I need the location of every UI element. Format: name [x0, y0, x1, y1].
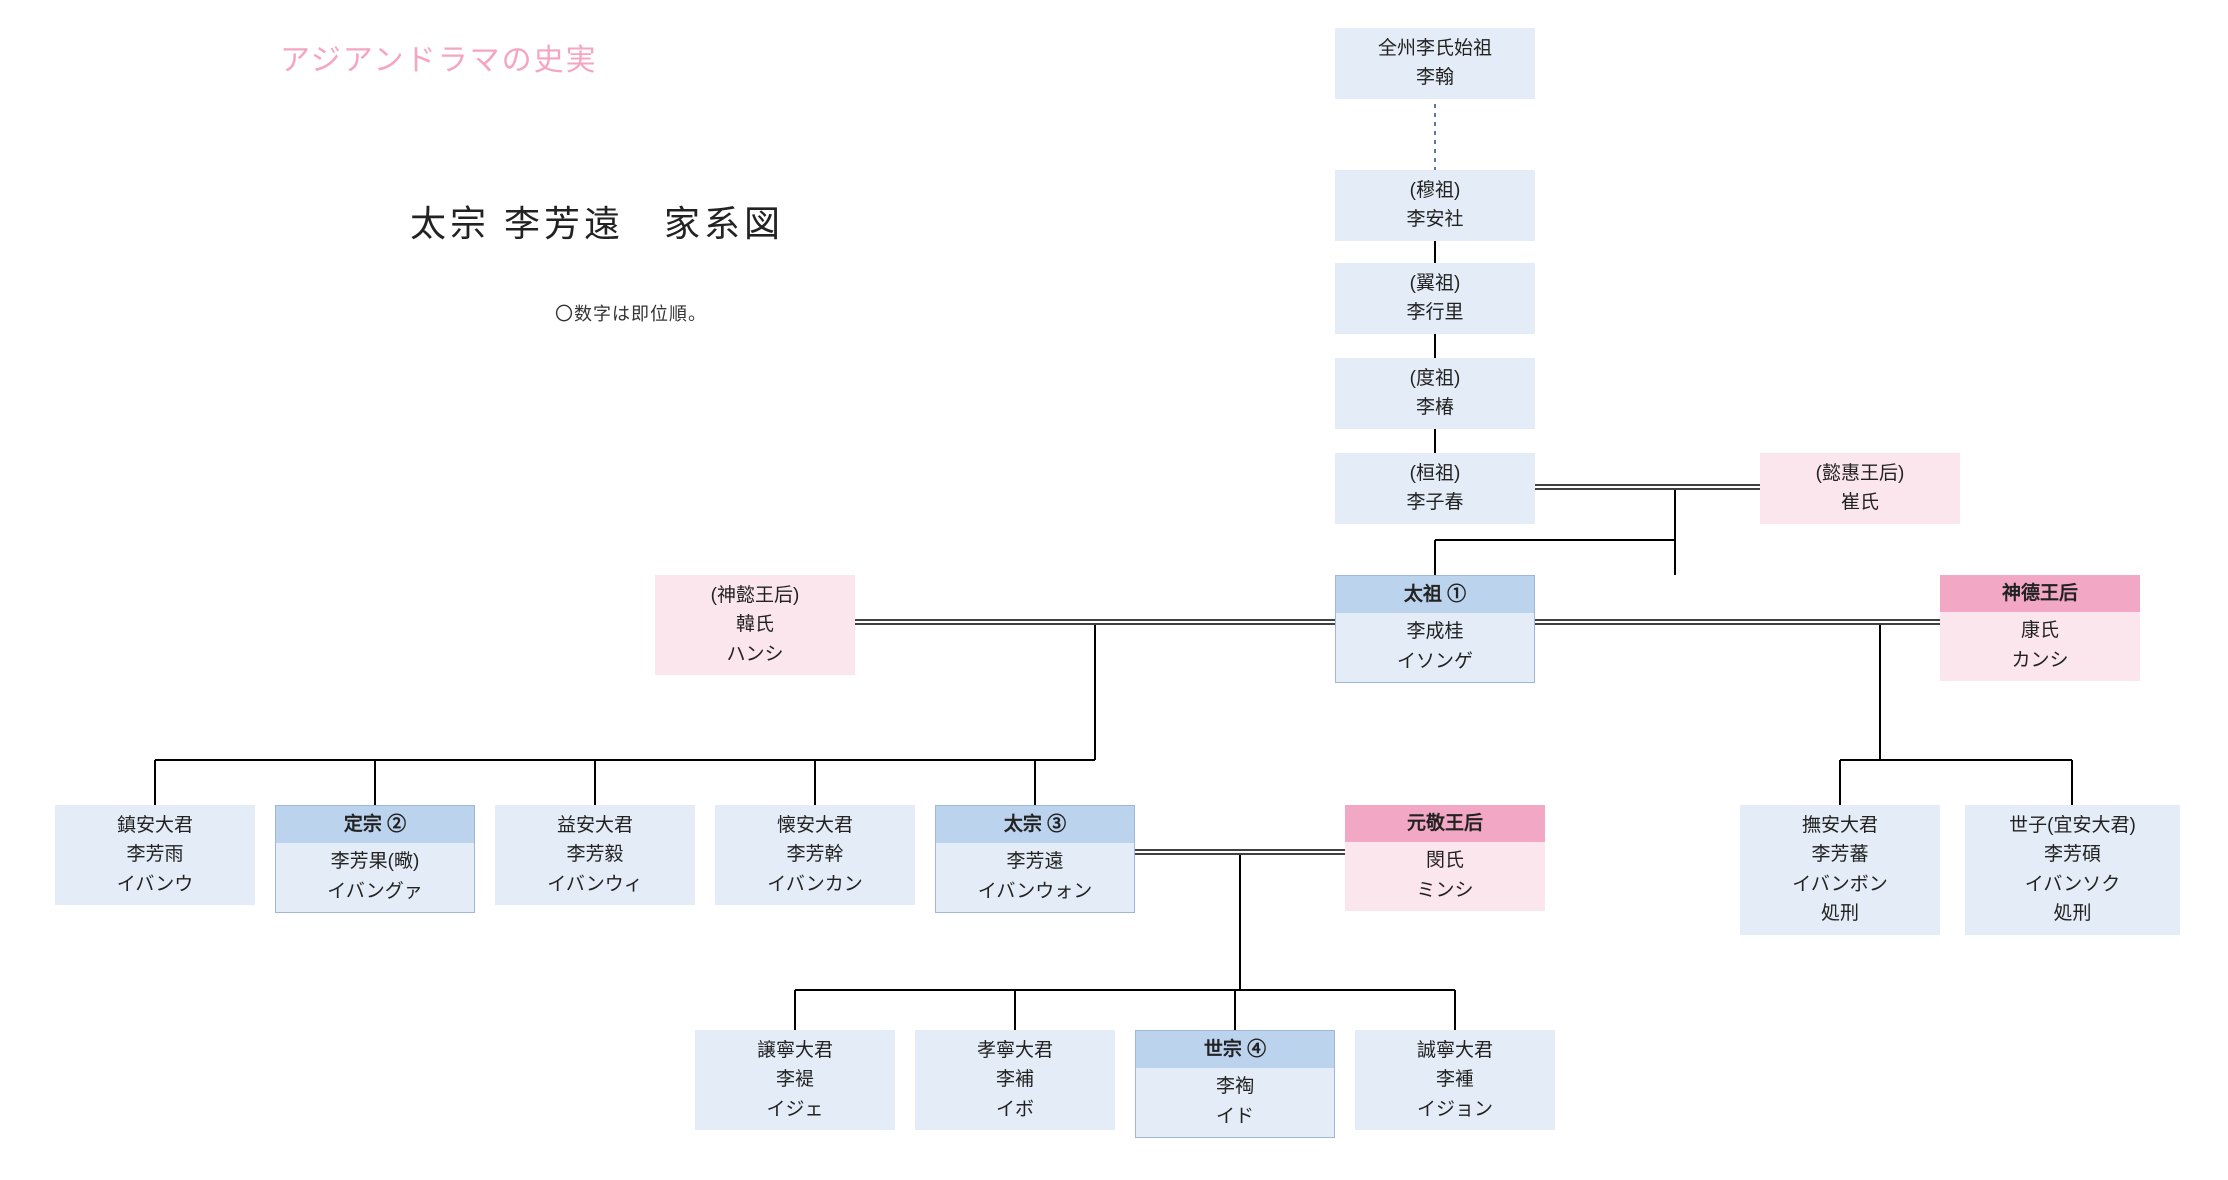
tree-node-header: 定宗 ②: [276, 806, 474, 843]
tree-node-line: 韓氏: [659, 610, 851, 639]
tree-node-line: (穆祖): [1339, 176, 1531, 205]
tree-node-header: 元敬王后: [1345, 805, 1545, 842]
tree-node-line: 李褆: [699, 1065, 891, 1094]
connector-lines: [0, 0, 2228, 1180]
family-tree-diagram: アジアンドラマの史実 太宗 李芳遠 家系図 〇数字は即位順。 全州李氏始祖李翰 (…: [0, 0, 2228, 1180]
tree-node-anc4: (度祖)李椿: [1335, 358, 1535, 429]
tree-node-line: (桓祖): [1339, 459, 1531, 488]
tree-node-line: 処刑: [1744, 899, 1936, 928]
tree-node-header: 神德王后: [1940, 575, 2140, 612]
tree-node-gs4: 誠寧大君李褈イジョン: [1355, 1030, 1555, 1130]
tree-node-line: イバンウ: [59, 870, 251, 899]
tree-node-line: 李補: [919, 1065, 1111, 1094]
tree-node-line: (懿惠王后): [1764, 459, 1956, 488]
site-title: アジアンドラマの史実: [280, 35, 598, 79]
tree-node-line: 李褈: [1359, 1065, 1551, 1094]
tree-node-taejong: 太宗 ③ 李芳遠イバンウォン: [935, 805, 1135, 913]
tree-node-line: (度祖): [1339, 364, 1531, 393]
tree-node-line: 李椿: [1339, 393, 1531, 422]
tree-node-line: 世子(宜安大君): [1969, 811, 2176, 840]
tree-node-header: 世宗 ④: [1136, 1031, 1334, 1068]
tree-node-line: 李芳幹: [719, 840, 911, 869]
tree-node-line: ハンシ: [659, 640, 851, 669]
tree-node-line: 処刑: [1969, 899, 2176, 928]
tree-node-taejo: 太祖 ① 李成桂イソンゲ: [1335, 575, 1535, 683]
tree-node-anc3: (翼祖)李行里: [1335, 263, 1535, 334]
tree-node-line: イバングァ: [280, 877, 470, 906]
tree-node-kang_son1: 撫安大君李芳蕃イバンボン処刑: [1740, 805, 1940, 935]
tree-node-anc5: (桓祖)李子春: [1335, 453, 1535, 524]
page-title: 太宗 李芳遠 家系図: [410, 195, 784, 247]
tree-node-line: イド: [1140, 1102, 1330, 1131]
tree-node-line: イジェ: [699, 1095, 891, 1124]
tree-node-line: 誠寧大君: [1359, 1036, 1551, 1065]
tree-node-line: ミンシ: [1349, 876, 1541, 905]
tree-node-line: イバンウォン: [940, 877, 1130, 906]
tree-node-line: 崔氏: [1764, 488, 1956, 517]
tree-node-header: 太宗 ③: [936, 806, 1134, 843]
tree-node-line: イバンウィ: [499, 870, 691, 899]
tree-node-anc2: (穆祖)李安社: [1335, 170, 1535, 241]
tree-node-gs1: 譲寧大君李褆イジェ: [695, 1030, 895, 1130]
tree-node-son1: 鎮安大君李芳雨イバンウ: [55, 805, 255, 905]
tree-node-anc1: 全州李氏始祖李翰: [1335, 28, 1535, 99]
tree-node-line: 李芳碩: [1969, 840, 2176, 869]
tree-node-header: 太祖 ①: [1336, 576, 1534, 613]
tree-node-line: 李芳遠: [940, 847, 1130, 876]
tree-node-line: 孝寧大君: [919, 1036, 1111, 1065]
tree-node-sejong: 世宗 ④ 李祹イド: [1135, 1030, 1335, 1138]
tree-node-son4: 懐安大君李芳幹イバンカン: [715, 805, 915, 905]
tree-node-line: 閔氏: [1349, 846, 1541, 875]
tree-node-line: (神懿王后): [659, 581, 851, 610]
tree-node-line: 李芳雨: [59, 840, 251, 869]
tree-node-line: 撫安大君: [1744, 811, 1936, 840]
tree-node-son3: 益安大君李芳毅イバンウィ: [495, 805, 695, 905]
tree-node-line: イバンボン: [1744, 870, 1936, 899]
tree-node-line: イソンゲ: [1340, 647, 1530, 676]
tree-node-line: 全州李氏始祖: [1339, 34, 1531, 63]
tree-node-queen_min: 元敬王后閔氏ミンシ: [1345, 805, 1545, 911]
tree-node-line: イジョン: [1359, 1095, 1551, 1124]
tree-node-line: イバンカン: [719, 870, 911, 899]
tree-node-line: 李芳蕃: [1744, 840, 1936, 869]
tree-node-line: 李祹: [1140, 1072, 1330, 1101]
tree-node-line: 李行里: [1339, 298, 1531, 327]
tree-node-line: 康氏: [1944, 616, 2136, 645]
tree-node-line: 李芳毅: [499, 840, 691, 869]
tree-node-line: 益安大君: [499, 811, 691, 840]
tree-node-son2: 定宗 ② 李芳果(曔)イバングァ: [275, 805, 475, 913]
tree-node-line: 李子春: [1339, 488, 1531, 517]
tree-node-line: イボ: [919, 1095, 1111, 1124]
tree-node-line: 懐安大君: [719, 811, 911, 840]
legend-note: 〇数字は即位順。: [555, 300, 707, 326]
tree-node-line: 李芳果(曔): [280, 847, 470, 876]
tree-node-queen_choi: (懿惠王后)崔氏: [1760, 453, 1960, 524]
tree-node-line: 譲寧大君: [699, 1036, 891, 1065]
tree-node-line: カンシ: [1944, 646, 2136, 675]
tree-node-kang_son2: 世子(宜安大君)李芳碩イバンソク処刑: [1965, 805, 2180, 935]
tree-node-queen_han: (神懿王后)韓氏ハンシ: [655, 575, 855, 675]
tree-node-line: 李翰: [1339, 63, 1531, 92]
tree-node-line: 李安社: [1339, 205, 1531, 234]
tree-node-line: (翼祖): [1339, 269, 1531, 298]
tree-node-line: 李成桂: [1340, 617, 1530, 646]
tree-node-queen_kang: 神德王后康氏カンシ: [1940, 575, 2140, 681]
tree-node-line: イバンソク: [1969, 870, 2176, 899]
tree-node-gs2: 孝寧大君李補イボ: [915, 1030, 1115, 1130]
tree-node-line: 鎮安大君: [59, 811, 251, 840]
